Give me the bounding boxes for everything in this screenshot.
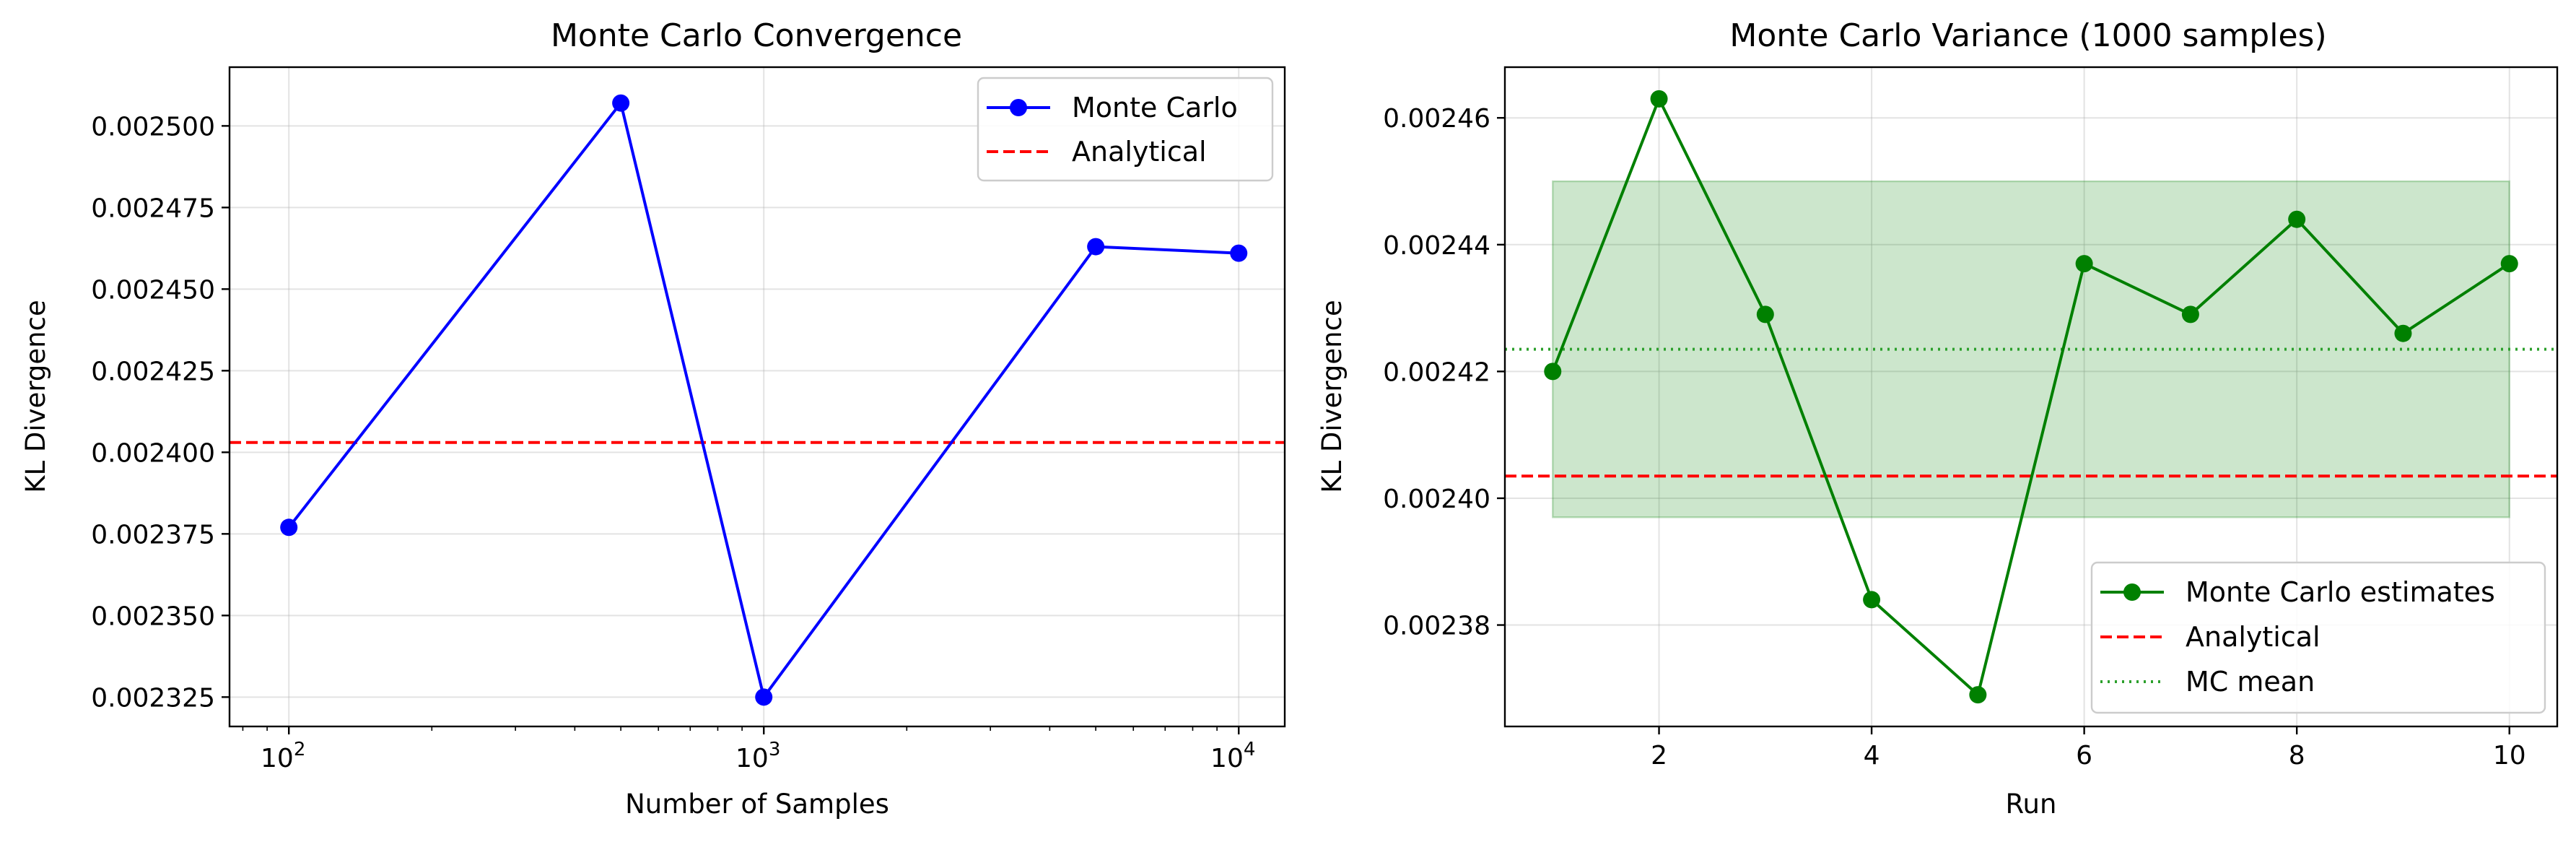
x-tick-label: 102 bbox=[261, 739, 305, 773]
axis-ticks: 0.00238 0.00240 0.00242 0.00244 0.00246 2 4 6 8 1… bbox=[1383, 104, 2526, 771]
legend-entry: Monte Carlo estimates bbox=[2100, 576, 2495, 608]
y-tick-label: 0.002475 bbox=[91, 194, 215, 223]
plot-frame bbox=[1503, 66, 2559, 728]
x-tick-label: 6 bbox=[2076, 741, 2092, 771]
x-tick-label: 104 bbox=[1210, 739, 1255, 773]
plot-frame bbox=[228, 66, 1286, 728]
legend-label: Monte Carlo estimates bbox=[2186, 576, 2495, 608]
data-point bbox=[612, 94, 630, 112]
x-tick-exponent: 2 bbox=[294, 739, 306, 760]
y-tick-label: 0.00238 bbox=[1383, 612, 1490, 641]
y-axis-label: KL Divergence bbox=[1317, 300, 1348, 492]
legend-label: Analytical bbox=[2186, 621, 2320, 653]
legend-entry: MC mean bbox=[2100, 666, 2315, 698]
data-point bbox=[2075, 255, 2093, 273]
axis-ticks: 0.002325 0.002350 0.002375 0.002400 0.002425… bbox=[91, 112, 1255, 773]
y-tick-label: 0.002500 bbox=[91, 112, 215, 142]
y-tick-label: 0.002325 bbox=[91, 683, 215, 713]
grid bbox=[1505, 67, 2557, 726]
y-tick-label: 0.00240 bbox=[1383, 485, 1490, 514]
series-line bbox=[1551, 97, 2510, 697]
data-point bbox=[1756, 305, 1774, 324]
chart-convergence: Monte Carlo Convergence 0.002325 0.002350… bbox=[20, 17, 1286, 820]
x-axis-label: Number of Samples bbox=[625, 789, 889, 820]
data-series bbox=[1544, 90, 2518, 704]
legend-label: Monte Carlo bbox=[1072, 92, 1238, 123]
x-tick-base: 10 bbox=[1210, 744, 1244, 773]
x-tick-label: 2 bbox=[1651, 741, 1667, 771]
data-point bbox=[2181, 305, 2199, 324]
x-tick-exponent: 4 bbox=[1244, 739, 1256, 760]
x-axis-label: Run bbox=[2006, 789, 2057, 820]
y-axis-label: KL Divergence bbox=[20, 300, 51, 492]
legend-label: MC mean bbox=[2186, 666, 2315, 698]
y-tick-label: 0.00244 bbox=[1383, 231, 1490, 261]
x-tick-base: 10 bbox=[735, 744, 769, 773]
y-tick-label: 0.002400 bbox=[91, 438, 215, 468]
y-tick-label: 0.002375 bbox=[91, 520, 215, 550]
data-series bbox=[280, 94, 1248, 706]
legend-entry: Analytical bbox=[2100, 621, 2320, 653]
data-point bbox=[1969, 686, 1987, 704]
legend-entry: Monte Carlo bbox=[987, 92, 1238, 123]
x-tick-base: 10 bbox=[261, 744, 294, 773]
x-tick-label: 4 bbox=[1864, 741, 1880, 771]
x-tick-label: 8 bbox=[2289, 741, 2305, 771]
legend-frame bbox=[977, 77, 1274, 182]
legend: Monte Carlo estimates Analytical MC mean bbox=[2090, 561, 2546, 714]
x-tick-label: 103 bbox=[735, 739, 780, 773]
chart-variance: Monte Carlo Variance (1000 samples) 0.00… bbox=[1317, 17, 2559, 820]
y-tick-label: 0.002425 bbox=[91, 357, 215, 386]
legend-marker-swatch bbox=[1010, 99, 1027, 116]
data-point bbox=[280, 518, 298, 537]
y-tick-label: 0.00246 bbox=[1383, 104, 1490, 134]
chart-title: Monte Carlo Convergence bbox=[551, 17, 962, 54]
data-point bbox=[2288, 210, 2306, 228]
legend: Monte Carlo Analytical bbox=[977, 77, 1274, 182]
data-point bbox=[755, 688, 773, 706]
x-tick-label: 10 bbox=[2493, 741, 2526, 771]
data-point bbox=[2500, 255, 2518, 273]
legend-entry: Analytical bbox=[987, 136, 1207, 168]
legend-marker-swatch bbox=[2123, 583, 2141, 601]
data-point bbox=[1863, 591, 1881, 609]
y-tick-label: 0.00242 bbox=[1383, 357, 1490, 387]
data-point bbox=[2394, 324, 2412, 342]
data-point bbox=[1650, 90, 1668, 108]
x-tick-exponent: 3 bbox=[769, 739, 781, 760]
data-point bbox=[1230, 244, 1248, 262]
data-point bbox=[1087, 238, 1105, 256]
y-tick-label: 0.002350 bbox=[91, 602, 215, 631]
legend-frame bbox=[2090, 561, 2546, 714]
chart-title: Monte Carlo Variance (1000 samples) bbox=[1729, 17, 2326, 54]
legend-label: Analytical bbox=[1072, 136, 1207, 168]
data-point bbox=[1544, 363, 1562, 381]
y-tick-label: 0.002450 bbox=[91, 275, 215, 305]
